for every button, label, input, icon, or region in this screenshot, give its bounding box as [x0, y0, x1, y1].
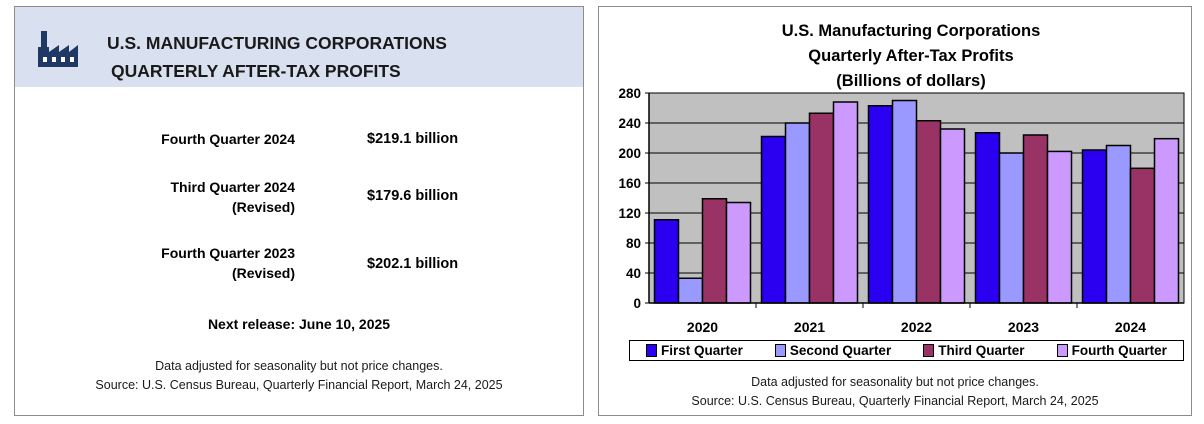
chart-title-line2: Quarterly After-Tax Profits — [808, 47, 1013, 65]
bar-2022-q2 — [891, 99, 918, 304]
legend-swatch-q1 — [646, 344, 658, 357]
factory-icon — [38, 31, 78, 67]
summary-title-line2: QUARTERLY AFTER-TAX PROFITS — [111, 61, 401, 81]
y-tick-label-0: 0 — [633, 296, 641, 311]
x-tick-label-2022: 2022 — [901, 319, 932, 335]
bar-2023-q3 — [1022, 134, 1049, 304]
chart-title-line1: U.S. Manufacturing Corporations — [782, 22, 1041, 40]
bar-2021-q4 — [832, 101, 859, 304]
legend-item-q4: Fourth Quarter — [1056, 343, 1167, 358]
bar-2020-q3 — [701, 198, 728, 304]
row-value-q4-2024: $219.1 billion — [367, 131, 459, 147]
bar-2023-q1 — [974, 132, 1001, 304]
bar-2022-q3 — [915, 120, 942, 304]
bar-2024-q2 — [1105, 144, 1132, 304]
y-tick-label-200: 200 — [618, 146, 641, 161]
legend-swatch-q2 — [774, 344, 786, 357]
y-tick-label-80: 80 — [626, 236, 641, 251]
bar-2023-q4 — [1046, 150, 1073, 304]
chart-title-line3: (Billions of dollars) — [836, 72, 985, 90]
row-value-q4-2023: $202.1 billion — [367, 256, 459, 272]
y-tick-label-280: 280 — [618, 86, 641, 101]
x-tick-label-2023: 2023 — [1008, 319, 1039, 335]
x-tick-label-2020: 2020 — [687, 319, 718, 335]
bar-2022-q1 — [867, 105, 894, 304]
chart-note-seasonality: Data adjusted for seasonality but not pr… — [751, 375, 1039, 389]
plot-border — [648, 92, 1185, 304]
bar-2024-q3 — [1129, 167, 1156, 304]
y-tick-label-40: 40 — [626, 266, 641, 281]
row-label-q4-2023: Fourth Quarter 2023 (Revised) — [161, 245, 295, 281]
bar-2024-q1 — [1081, 149, 1108, 304]
y-tick-label-120: 120 — [618, 206, 641, 221]
chart-legend: First Quarter Second Quarter Third Quart… — [629, 340, 1184, 361]
x-tick-label-2024: 2024 — [1115, 319, 1146, 335]
bar-chart: U.S. Manufacturing Corporations Quarterl… — [618, 22, 1185, 335]
summary-note-seasonality: Data adjusted for seasonality but not pr… — [155, 359, 443, 373]
summary-note-source: Source: U.S. Census Bureau, Quarterly Fi… — [95, 378, 503, 392]
bar-2020-q2 — [677, 277, 704, 304]
next-release: Next release: June 10, 2025 — [207, 316, 391, 332]
row-label-q4-2024: Fourth Quarter 2024 — [161, 131, 295, 147]
bar-2024-q4 — [1153, 137, 1180, 304]
legend-label-q1: First Quarter — [661, 343, 743, 358]
summary-title-line1: U.S. MANUFACTURING CORPORATIONS — [107, 33, 447, 53]
row-label-q3-2024: Third Quarter 2024 (Revised) — [170, 179, 296, 215]
bar-2021-q3 — [808, 112, 835, 304]
summary-panel: U.S. MANUFACTURING CORPORATIONS QUARTERL… — [14, 6, 584, 416]
legend-swatch-q4 — [1056, 344, 1068, 357]
chart-note-source: Source: U.S. Census Bureau, Quarterly Fi… — [691, 394, 1099, 408]
summary-header: U.S. MANUFACTURING CORPORATIONS QUARTERL… — [15, 7, 583, 87]
bar-2020-q1 — [653, 219, 680, 304]
legend-item-q1: First Quarter — [646, 343, 743, 358]
row-value-q3-2024: $179.6 billion — [367, 188, 459, 204]
bar-2021-q1 — [760, 135, 787, 304]
bar-2022-q4 — [939, 128, 966, 304]
legend-item-q2: Second Quarter — [774, 343, 892, 358]
y-tick-label-160: 160 — [618, 176, 641, 191]
legend-label-q3: Third Quarter — [938, 343, 1025, 358]
x-tick-label-2021: 2021 — [794, 319, 825, 335]
legend-item-q3: Third Quarter — [923, 343, 1025, 358]
bar-2020-q4 — [725, 201, 752, 304]
bar-2021-q2 — [784, 122, 811, 304]
legend-label-q4: Fourth Quarter — [1071, 343, 1167, 358]
y-tick-label-240: 240 — [618, 116, 641, 131]
chart-panel: U.S. Manufacturing Corporations Quarterl… — [598, 6, 1192, 416]
bar-2023-q2 — [998, 152, 1025, 304]
legend-swatch-q3 — [923, 344, 935, 357]
legend-label-q2: Second Quarter — [789, 343, 892, 358]
